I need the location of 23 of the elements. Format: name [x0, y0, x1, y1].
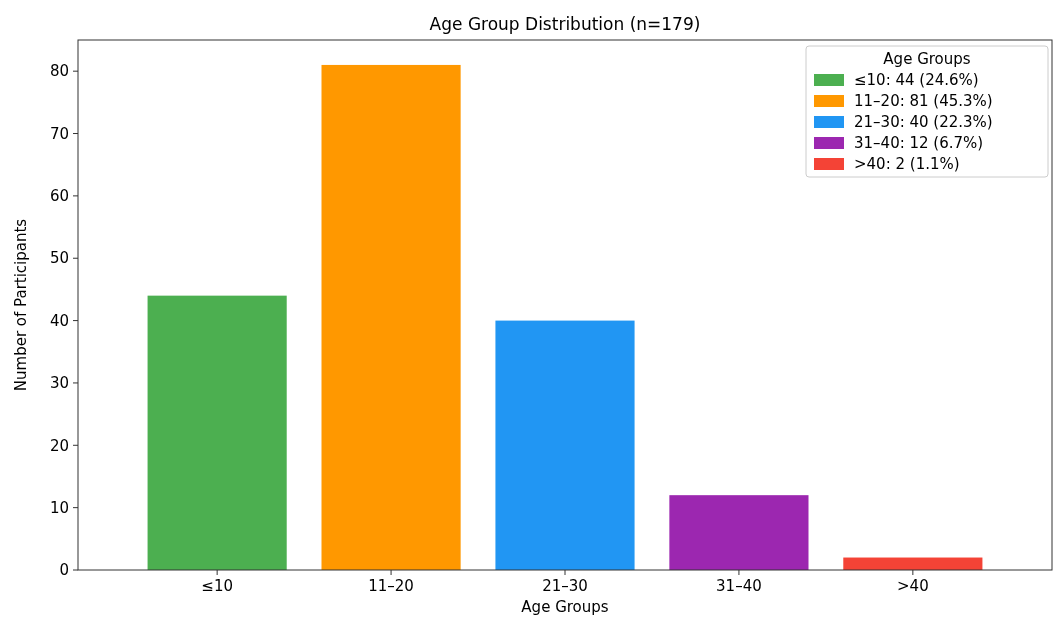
- y-tick-label: 60: [49, 187, 69, 206]
- y-tick-label: 40: [49, 311, 69, 330]
- x-tick-label: >40: [897, 577, 929, 595]
- y-tick-label: 30: [49, 374, 69, 393]
- y-tick-label: 50: [49, 249, 69, 268]
- y-tick-label: 10: [49, 498, 69, 517]
- x-axis-title: Age Groups: [521, 598, 609, 616]
- y-tick-label: 80: [49, 62, 69, 81]
- y-tick-label: 0: [59, 561, 69, 580]
- legend-title: Age Groups: [883, 50, 971, 68]
- x-tick-label: 21–30: [542, 577, 588, 595]
- x-tick-label: 31–40: [716, 577, 762, 595]
- legend-label: 31–40: 12 (6.7%): [854, 134, 984, 153]
- y-tick-label: 70: [49, 124, 69, 143]
- x-tick-label: 11–20: [368, 577, 414, 595]
- x-tick-label: ≤10: [201, 577, 233, 595]
- legend-label: ≤10: 44 (24.6%): [854, 71, 979, 90]
- legend-label: >40: 2 (1.1%): [854, 155, 960, 174]
- y-axis-title: Number of Participants: [12, 218, 30, 392]
- legend-label: 11–20: 81 (45.3%): [854, 92, 993, 111]
- legend-label: 21–30: 40 (22.3%): [854, 113, 993, 132]
- chart-title: Age Group Distribution (n=179): [429, 14, 701, 34]
- y-tick-label: 20: [49, 436, 69, 455]
